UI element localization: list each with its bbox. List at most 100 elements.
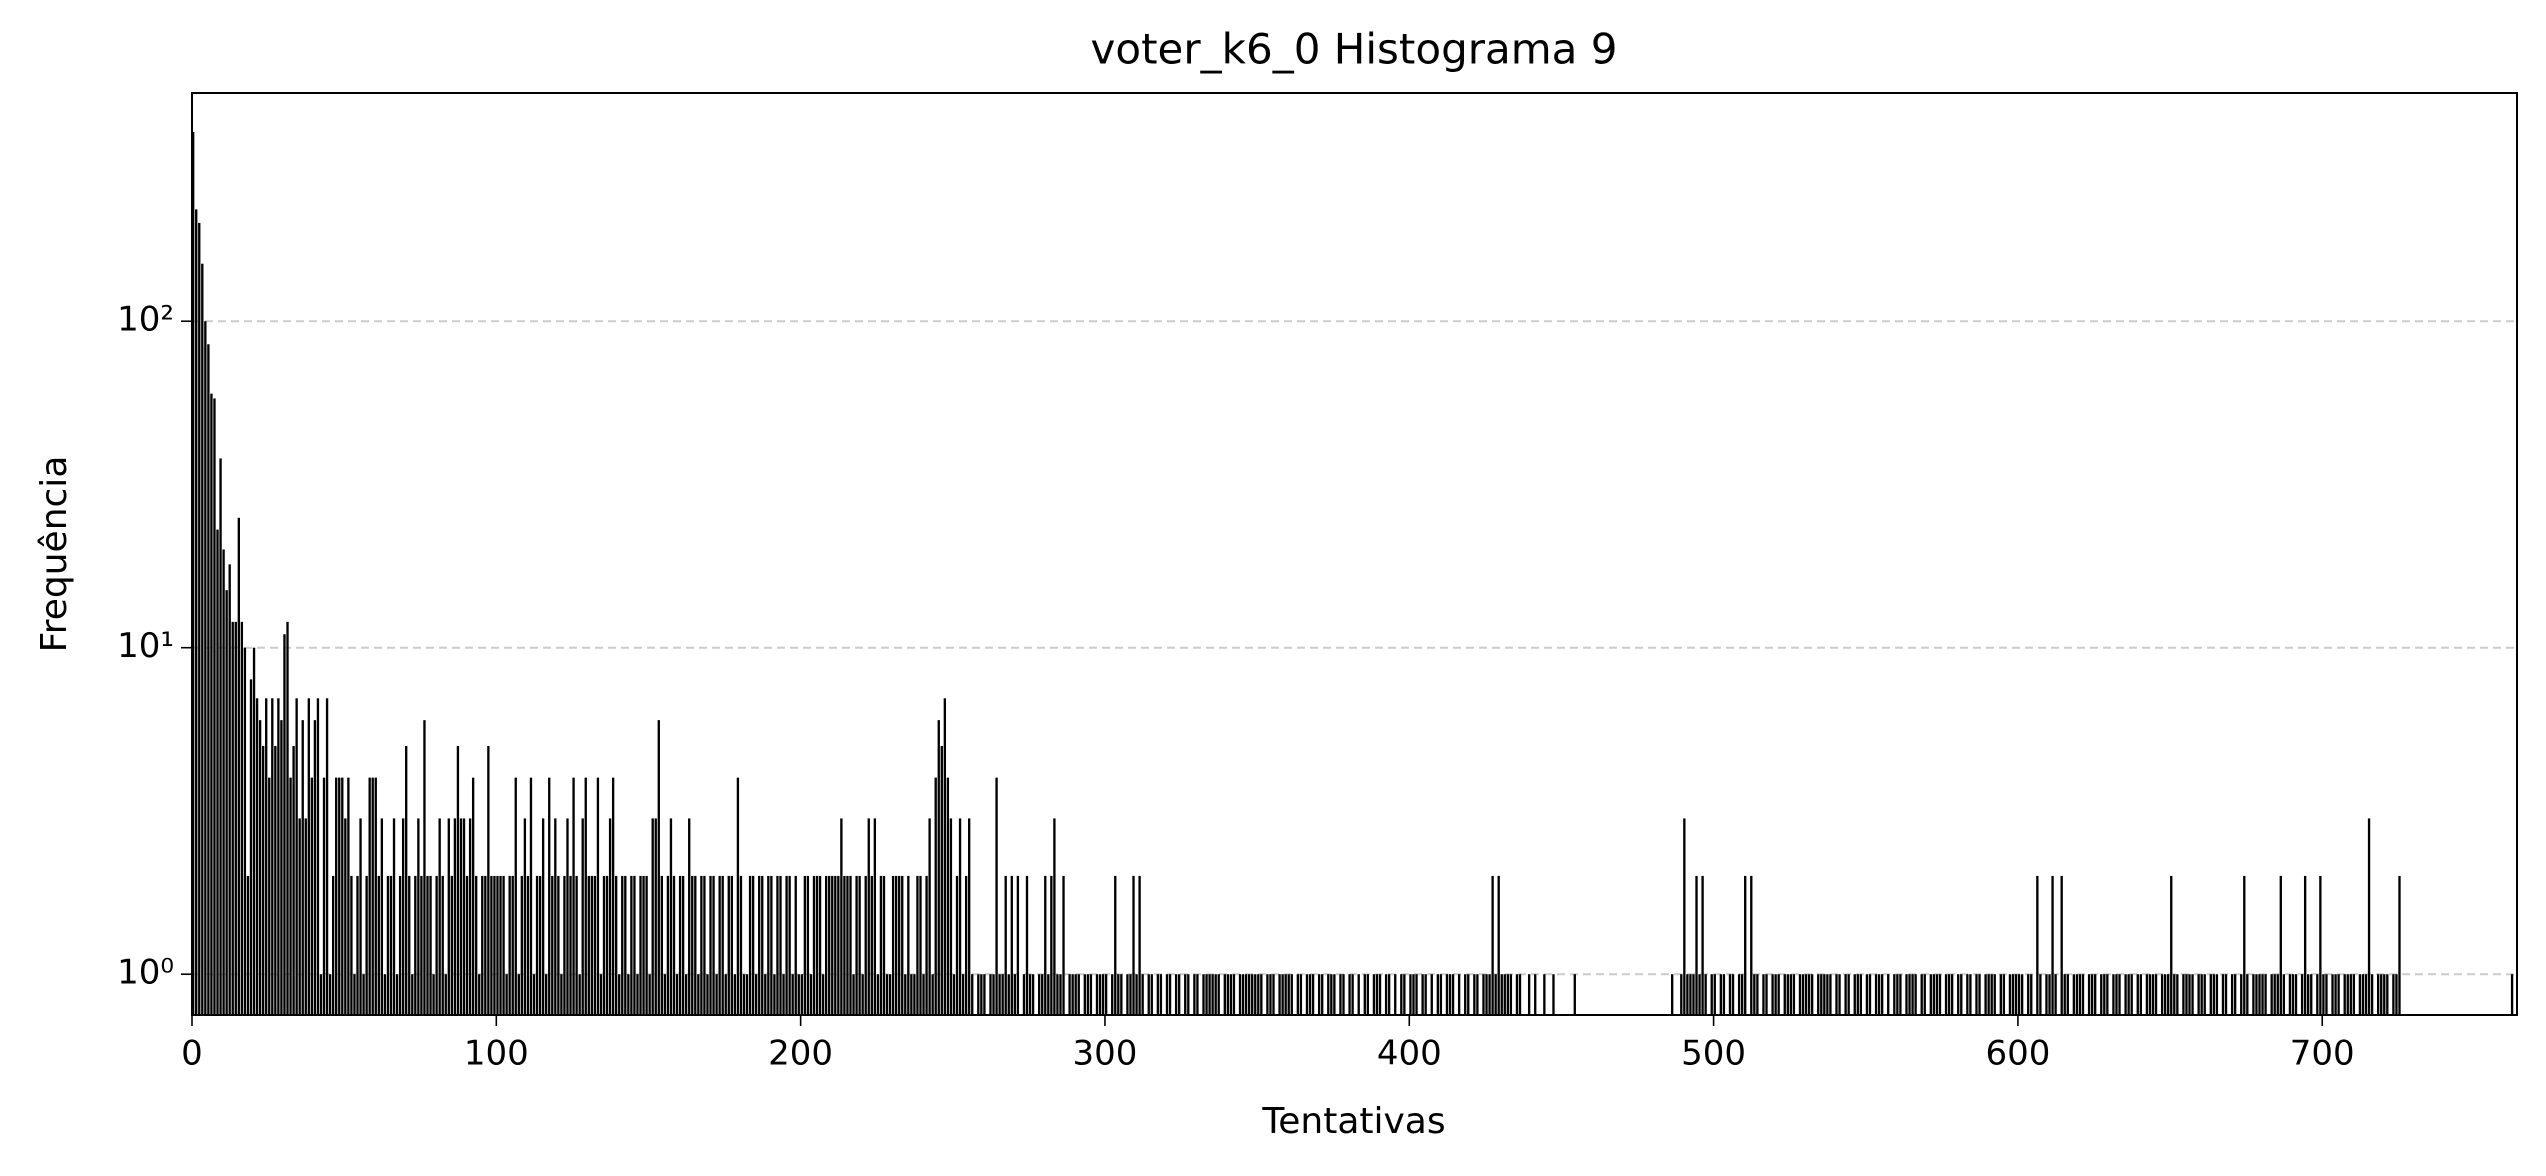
histogram-bar: [325, 698, 329, 1015]
histogram-bar: [1141, 974, 1144, 1015]
histogram-bar: [1296, 974, 1300, 1015]
histogram-bar: [1798, 974, 1802, 1015]
histogram-bar: [1038, 974, 1041, 1015]
histogram-bar: [684, 974, 688, 1015]
histogram-bar: [420, 875, 423, 1015]
histogram-bar: [1260, 974, 1263, 1015]
histogram-bar: [1451, 974, 1455, 1015]
histogram-bar: [496, 875, 499, 1015]
histogram-bar: [1762, 974, 1765, 1015]
histogram-bar: [788, 875, 791, 1015]
histogram-bar: [727, 875, 730, 1015]
histogram-bar: [2288, 974, 2292, 1015]
histogram-bar: [2185, 974, 2188, 1015]
histogram-bar: [1074, 974, 1077, 1015]
histogram-bar: [636, 974, 639, 1015]
histogram-bar: [405, 745, 408, 1015]
histogram-bar: [201, 263, 204, 1015]
histogram-bar: [1497, 875, 1500, 1015]
histogram-bar: [1515, 974, 1519, 1015]
histogram-bar: [265, 698, 268, 1015]
histogram-bar: [1016, 875, 1020, 1015]
histogram-bar: [362, 974, 365, 1015]
histogram-bar: [2398, 875, 2401, 1015]
histogram-bar: [764, 974, 767, 1015]
histogram-bar: [1056, 974, 1059, 1015]
histogram-bar: [928, 818, 931, 1015]
histogram-bar: [1031, 974, 1035, 1015]
histogram-bar: [1120, 974, 1123, 1015]
histogram-bar: [1817, 974, 1820, 1015]
histogram-bar: [1786, 974, 1789, 1015]
histogram-bar: [770, 875, 773, 1015]
histogram-bar: [2008, 974, 2012, 1015]
histogram-bar: [1518, 974, 1522, 1015]
histogram-bar: [508, 875, 511, 1015]
histogram-bar: [1317, 974, 1321, 1015]
histogram-bar: [1241, 974, 1245, 1015]
histogram-bar: [2176, 974, 2179, 1015]
histogram-bar: [983, 974, 986, 1015]
histogram-bar: [767, 875, 770, 1015]
histogram-bar: [1257, 974, 1260, 1015]
histogram-bar: [1372, 974, 1376, 1015]
histogram-bar: [1731, 974, 1735, 1015]
histogram-bar: [1138, 875, 1141, 1015]
histogram-bar: [618, 974, 621, 1015]
histogram-bar: [398, 875, 402, 1015]
histogram-bar: [2392, 974, 2395, 1015]
histogram-bar: [249, 679, 253, 1015]
histogram-bar: [657, 720, 660, 1015]
histogram-bar: [998, 974, 1001, 1015]
histogram-bar: [1436, 974, 1440, 1015]
histogram-bar: [1159, 974, 1163, 1015]
histogram-bar: [429, 875, 432, 1015]
histogram-bar: [840, 818, 843, 1015]
histogram-bar: [1689, 974, 1692, 1015]
histogram-bar: [331, 875, 335, 1015]
histogram-bar: [1232, 974, 1236, 1015]
histogram-bar: [1028, 974, 1032, 1015]
histogram-bar: [663, 974, 667, 1015]
histogram-bar: [584, 777, 587, 1015]
histogram-bar: [995, 777, 998, 1015]
histogram-bar: [2279, 875, 2282, 1015]
histogram-bar: [1156, 974, 1160, 1015]
histogram-bar: [1208, 974, 1211, 1015]
histogram-bar: [1914, 974, 1917, 1015]
histogram-bar: [2310, 974, 2313, 1015]
y-axis-label: Frequência: [34, 456, 75, 653]
histogram-bar: [2343, 974, 2346, 1015]
histogram-bar: [2273, 974, 2276, 1015]
histogram-bar: [651, 818, 654, 1015]
histogram-bar: [1089, 974, 1093, 1015]
histogram-bar: [791, 974, 794, 1015]
y-tick-label: 10¹: [117, 626, 174, 666]
histogram-bar: [1211, 974, 1214, 1015]
histogram-bar: [888, 974, 892, 1015]
histogram-bar: [222, 549, 225, 1015]
histogram-bar: [1196, 974, 1199, 1015]
x-tick-label: 300: [1073, 1034, 1138, 1074]
x-tick-label: 0: [181, 1034, 203, 1074]
histogram-bar: [1412, 974, 1415, 1015]
histogram-bar: [1847, 974, 1850, 1015]
histogram-bar: [481, 875, 484, 1015]
histogram-bar: [2364, 974, 2368, 1015]
histogram-bar: [563, 875, 566, 1015]
histogram-bar: [593, 875, 597, 1015]
histogram-bar: [2346, 974, 2349, 1015]
histogram-bar: [1244, 974, 1248, 1015]
histogram-bar: [1363, 974, 1366, 1015]
histogram-bar: [627, 974, 630, 1015]
histogram-bar: [1999, 974, 2003, 1015]
histogram-bar: [1184, 974, 1187, 1015]
histogram-bar: [818, 875, 822, 1015]
histogram-bar: [490, 875, 493, 1015]
histogram-bar: [554, 818, 557, 1015]
histogram-bar: [468, 818, 472, 1015]
histogram-bar: [803, 875, 807, 1015]
histogram-bar: [2352, 974, 2356, 1015]
histogram-bar: [2316, 974, 2319, 1015]
histogram-bar: [1783, 974, 1786, 1015]
